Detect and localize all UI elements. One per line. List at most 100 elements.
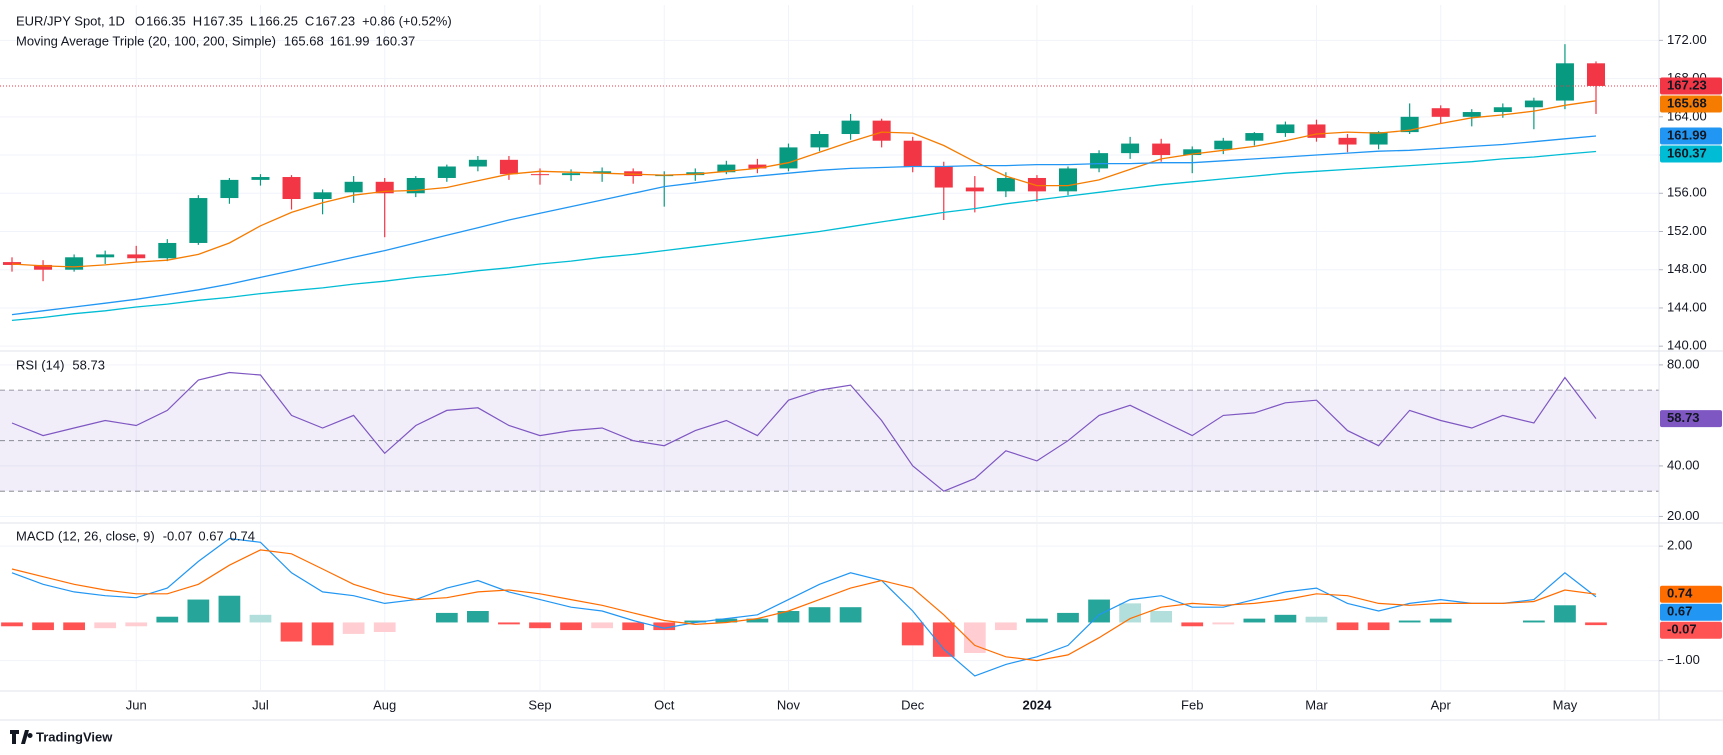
logo-mark [10,730,33,744]
histogram-bar [1212,622,1235,625]
x-tick-label: Feb [1181,697,1203,712]
candle-body [903,140,922,167]
indicator-value: 160.37 [375,33,415,48]
candle-body [2,262,22,265]
candle-body [1245,133,1264,141]
y-tick-label: 152.00 [1667,223,1707,238]
candle-body [34,264,53,270]
histogram-bar [311,622,334,646]
indicator-title: MACD (12, 26, close, 9) [16,528,155,543]
ohlc-label: C [305,13,314,28]
candle-body [282,177,301,200]
candle-body [189,198,208,243]
axis-value-label: 165.68 [1667,95,1707,110]
x-tick-label: 2024 [1022,697,1052,712]
axis-value-label: -0.07 [1667,622,1697,637]
histogram-bar [1585,622,1607,626]
x-tick-label: Mar [1305,697,1328,712]
histogram-bar [1274,614,1297,623]
axis-value-box [1660,585,1722,603]
y-tick-label: 20.00 [1667,508,1700,523]
candle-body [1493,107,1512,113]
histogram-bar [435,612,458,623]
candle-body [810,134,829,148]
candle-body [996,177,1015,192]
x-tick-label: Aug [373,697,396,712]
histogram-bar [1026,618,1048,623]
histogram-bar [1305,616,1328,623]
axis-value-box [1660,77,1722,95]
histogram-bar [684,620,707,623]
y-tick-label: 156.00 [1667,185,1707,200]
histogram-bar [995,622,1017,631]
candle-body [344,181,363,193]
axis-value-box [1660,621,1722,639]
candle-body [1555,63,1574,101]
histogram-bar [963,622,986,653]
candle-body [158,242,177,259]
histogram-bar [32,622,54,631]
axis-value-label: 0.74 [1667,586,1693,601]
y-tick-label: 2.00 [1667,538,1692,553]
histogram-bar [125,622,148,627]
indicator-title: RSI (14) [16,357,64,372]
axis-value-box [1660,95,1722,113]
x-tick-label: Jun [126,697,147,712]
indicator-value: 0.67 [198,528,223,543]
y-tick-label: 172.00 [1667,32,1707,47]
axis-value-label: 160.37 [1667,145,1707,160]
histogram-bar [746,618,769,623]
ohlc-value: 167.23 [315,13,355,28]
histogram-bar [529,622,551,629]
y-tick-label: −1.00 [1667,652,1700,667]
histogram-bar [94,622,117,629]
indicator-value: 165.68 [284,33,324,48]
moving-average-line [11,100,1597,268]
indicator-value: 161.99 [330,33,370,48]
x-tick-label: Nov [777,697,801,712]
histogram-bar [622,622,645,631]
macd-line [11,549,1597,662]
axis-layer: Jun Jul Aug Sep Oct Nov Dec 2024 Feb Mar Apr May 140… [0,0,1723,721]
histogram-bar [218,595,241,623]
histogram-bar [1119,603,1141,623]
histogram-bar [1,622,23,627]
candle-body [530,174,550,176]
axis-value-label: 167.23 [1667,77,1707,92]
moving-average-line [11,150,1597,322]
candle-body [1276,124,1295,134]
candle-body [1431,108,1450,117]
candle-body [1400,116,1419,133]
histogram-bar [901,622,924,646]
x-tick-label: Sep [528,697,551,712]
histogram-bar [653,622,676,631]
candle-body [220,179,239,199]
histogram-bar [1367,622,1390,631]
y-tick-label: 148.00 [1667,261,1707,276]
y-tick-label: 40.00 [1667,457,1700,472]
candle-body [96,254,115,258]
candle-body [375,181,394,194]
ohlc-label: O [135,13,145,28]
candle-body [1462,112,1481,117]
candle-body [65,257,84,270]
axis-value-label: 58.73 [1667,410,1700,425]
candle-body [1183,149,1202,156]
indicator-value: 58.73 [72,357,105,372]
candle-body [1214,140,1233,150]
histogram-bar [1523,620,1545,623]
y-tick-label: 80.00 [1667,356,1700,371]
candle-body [1090,153,1109,169]
histogram-bar [373,622,396,632]
indicator-value: 0.74 [230,528,255,543]
histogram-bar [1243,618,1266,623]
axis-value-box [1660,410,1722,428]
axis-value-box [1660,145,1722,163]
histogram-bar [498,622,520,625]
axis-value-label: 161.99 [1667,127,1707,142]
candle-body [1121,143,1140,154]
ohlc-value: 166.25 [258,13,298,28]
candle-body [748,164,767,169]
